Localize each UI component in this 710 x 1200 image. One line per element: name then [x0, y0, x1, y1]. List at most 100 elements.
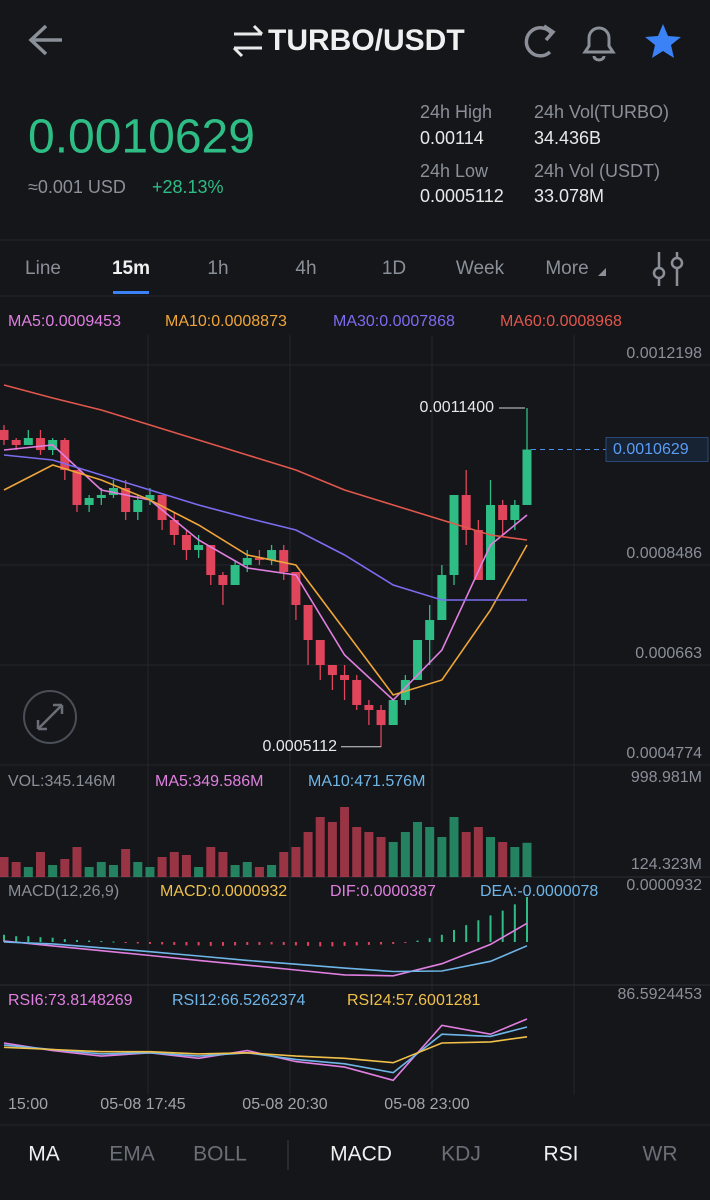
alert-icon[interactable] — [582, 26, 616, 62]
volume-bar — [108, 864, 118, 877]
macd-bar — [3, 934, 5, 943]
stat-label: 24h Vol (USDT) — [534, 161, 660, 181]
swap-icon[interactable] — [232, 24, 264, 58]
candle-body — [522, 449, 532, 505]
candle-body — [230, 565, 240, 585]
volume-bar — [510, 847, 520, 877]
candle-body — [254, 557, 264, 560]
y-tick-label: 124.323M — [631, 856, 702, 873]
back-button[interactable] — [28, 24, 62, 56]
y-tick-label: 0.0004774 — [626, 745, 702, 762]
fullscreen-button[interactable] — [23, 690, 77, 744]
volume-bar — [145, 867, 155, 877]
volume-bar — [60, 859, 70, 877]
macd-bar — [221, 942, 224, 946]
macd-bar — [258, 942, 261, 945]
y-tick-label: 0.0000932 — [626, 877, 702, 894]
macd-bar — [136, 942, 139, 944]
legend-entry: DEA:-0.0000078 — [480, 883, 598, 900]
volume-bar — [327, 821, 337, 877]
timeframe-tab[interactable]: 1h — [207, 258, 228, 279]
volume-bar — [388, 841, 398, 877]
candle-body — [376, 709, 386, 726]
volume-bar — [425, 827, 435, 877]
candle-body — [35, 438, 45, 451]
candle-body — [340, 675, 350, 680]
indicator-tab[interactable]: BOLL — [193, 1143, 247, 1166]
stat-label: 24h Vol(TURBO) — [534, 102, 669, 122]
candle-body — [291, 572, 301, 605]
macd-bar — [343, 942, 346, 946]
candle-body — [327, 665, 337, 676]
candle-body — [11, 440, 21, 446]
macd-bar — [307, 942, 310, 946]
candle-body — [510, 504, 520, 521]
indicator-settings[interactable] — [652, 252, 684, 286]
candle-body — [218, 575, 228, 585]
volume-bar — [218, 852, 228, 877]
candle-body — [498, 504, 508, 521]
macd-bar — [185, 942, 188, 946]
y-tick-label: 0.0008486 — [626, 545, 702, 562]
favorite-icon[interactable] — [645, 24, 681, 58]
indicator-tab[interactable]: MA — [28, 1143, 60, 1166]
stat-value: 0.0005112 — [420, 186, 504, 206]
candle-body — [461, 495, 471, 530]
timeframe-tab[interactable]: 1D — [382, 258, 406, 279]
legend-entry: MA60:0.0008968 — [500, 313, 622, 330]
volume-bar — [84, 867, 94, 877]
volume-bar — [230, 864, 240, 877]
last-price: 0.0010629 — [28, 111, 255, 164]
time-label: 05-08 17:45 — [100, 1096, 186, 1113]
legend-entry: RSI6:73.8148269 — [8, 992, 133, 1009]
volume-bar — [35, 852, 45, 877]
last-price-tag — [605, 437, 709, 463]
timeframe-tab[interactable]: Week — [456, 258, 505, 279]
macd-bar — [124, 942, 127, 944]
stat-value: 34.436B — [534, 128, 601, 148]
macd-bar — [88, 940, 91, 943]
timeframe-tab[interactable]: 15m — [112, 258, 150, 279]
macd-bar — [477, 920, 480, 943]
indicator-tab[interactable]: EMA — [109, 1143, 155, 1166]
timeframe-tab[interactable]: 4h — [295, 258, 316, 279]
candle-body — [23, 438, 33, 446]
macd-bar — [39, 937, 42, 943]
volume-bar — [291, 847, 301, 877]
candle-body — [449, 495, 459, 576]
candle-body — [486, 504, 496, 580]
macd-bar — [148, 942, 151, 944]
macd-bar — [513, 904, 516, 943]
macd-bar — [294, 942, 297, 946]
legend-entry: MACD:0.0000932 — [160, 883, 287, 900]
macd-bar — [319, 942, 322, 947]
volume-bar — [315, 817, 325, 877]
indicator-tabs: MA EMA BOLL MACD KDJ RSI WR — [28, 1143, 677, 1166]
volume-bar — [352, 827, 362, 877]
indicator-tab[interactable]: RSI — [543, 1143, 578, 1166]
volume-bar — [303, 831, 313, 877]
legend-entry: MA5:349.586M — [155, 773, 264, 790]
indicator-tab[interactable]: KDJ — [441, 1143, 481, 1166]
candle-body — [194, 545, 204, 551]
candle-body — [72, 470, 82, 505]
indicator-line — [3, 941, 528, 973]
time-label: 15:00 — [8, 1096, 48, 1113]
volume-bar — [279, 852, 289, 877]
volume-bar — [11, 861, 21, 877]
low-label: 0.0005112 — [263, 738, 338, 755]
legend-entry: RSI12:66.5262374 — [172, 992, 306, 1009]
indicator-tab[interactable]: MACD — [330, 1143, 392, 1166]
timeframe-tab[interactable]: Line — [25, 258, 61, 279]
macd-bar — [75, 940, 78, 943]
y-tick-label: 86.5924453 — [617, 986, 702, 1003]
indicator-line — [3, 454, 527, 601]
indicator-line — [3, 384, 528, 541]
candle-body — [437, 575, 447, 621]
timeframe-tabs: Line 15m 1h 4h 1D Week More — [25, 258, 589, 294]
indicator-tab[interactable]: WR — [643, 1143, 678, 1166]
volume-bar — [157, 857, 167, 877]
timeframe-tab[interactable]: More — [545, 258, 588, 279]
macd-bar — [440, 934, 443, 943]
